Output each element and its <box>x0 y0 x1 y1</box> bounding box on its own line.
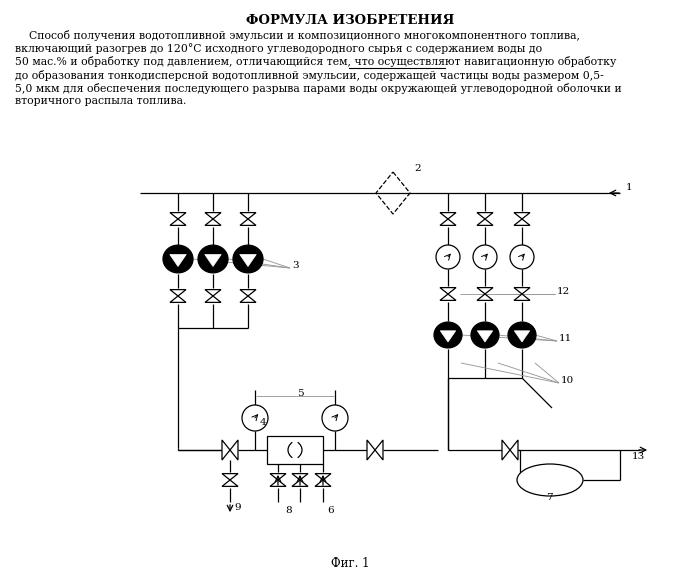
Text: 50 мас.% и обработку под давлением, отличающийся тем, что осуществляют навигацио: 50 мас.% и обработку под давлением, отли… <box>15 56 617 67</box>
Polygon shape <box>205 296 221 302</box>
Ellipse shape <box>198 245 228 273</box>
Polygon shape <box>170 290 186 296</box>
Polygon shape <box>170 296 186 302</box>
Polygon shape <box>240 219 256 225</box>
Polygon shape <box>230 440 238 460</box>
Text: вторичного распыла топлива.: вторичного распыла топлива. <box>15 96 186 106</box>
Text: 7: 7 <box>546 493 552 502</box>
Text: ФОРМУЛА ИЗОБРЕТЕНИЯ: ФОРМУЛА ИЗОБРЕТЕНИЯ <box>246 14 454 27</box>
Polygon shape <box>240 212 256 219</box>
Polygon shape <box>477 331 493 342</box>
Text: 8: 8 <box>285 506 292 515</box>
Text: Фиг. 1: Фиг. 1 <box>330 557 370 570</box>
Polygon shape <box>477 294 493 301</box>
Ellipse shape <box>510 245 534 269</box>
Polygon shape <box>270 480 286 486</box>
Polygon shape <box>440 219 456 225</box>
Polygon shape <box>514 331 530 342</box>
Ellipse shape <box>434 322 462 348</box>
Polygon shape <box>514 219 530 225</box>
Ellipse shape <box>471 322 499 348</box>
Polygon shape <box>514 288 530 294</box>
Ellipse shape <box>242 405 268 431</box>
Ellipse shape <box>163 245 193 273</box>
Text: до образования тонкодисперсной водотопливной эмульсии, содержащей частицы воды р: до образования тонкодисперсной водотопли… <box>15 70 603 81</box>
Text: 5: 5 <box>297 389 304 398</box>
Polygon shape <box>205 290 221 296</box>
Polygon shape <box>267 436 323 464</box>
Polygon shape <box>514 294 530 301</box>
Text: 4: 4 <box>260 418 267 427</box>
Text: 5,0 мкм для обеспечения последующего разрыва парами воды окружающей углеводородн: 5,0 мкм для обеспечения последующего раз… <box>15 83 622 94</box>
Ellipse shape <box>322 405 348 431</box>
Polygon shape <box>440 212 456 219</box>
Polygon shape <box>315 474 331 480</box>
Ellipse shape <box>473 245 497 269</box>
Polygon shape <box>270 474 286 480</box>
Polygon shape <box>240 296 256 302</box>
Polygon shape <box>205 219 221 225</box>
Polygon shape <box>170 219 186 225</box>
Polygon shape <box>440 288 456 294</box>
Polygon shape <box>240 290 256 296</box>
Text: Способ получения водотопливной эмульсии и композиционного многокомпонентного топ: Способ получения водотопливной эмульсии … <box>15 30 580 41</box>
Polygon shape <box>204 254 221 267</box>
Text: 9: 9 <box>234 503 241 512</box>
Polygon shape <box>222 440 230 460</box>
Polygon shape <box>477 212 493 219</box>
Text: 11: 11 <box>559 334 573 343</box>
Ellipse shape <box>508 322 536 348</box>
Ellipse shape <box>436 245 460 269</box>
Polygon shape <box>477 288 493 294</box>
Polygon shape <box>222 474 238 480</box>
Polygon shape <box>315 480 331 486</box>
Polygon shape <box>514 212 530 219</box>
Polygon shape <box>440 294 456 301</box>
Text: 13: 13 <box>632 452 645 461</box>
Polygon shape <box>510 440 518 460</box>
Polygon shape <box>292 480 308 486</box>
Polygon shape <box>375 440 383 460</box>
Polygon shape <box>169 254 186 267</box>
Polygon shape <box>477 219 493 225</box>
Polygon shape <box>205 212 221 219</box>
Polygon shape <box>222 480 238 486</box>
Polygon shape <box>440 331 456 342</box>
Text: 1: 1 <box>626 183 633 192</box>
Polygon shape <box>367 440 375 460</box>
Ellipse shape <box>517 464 583 496</box>
Polygon shape <box>292 474 308 480</box>
Text: 10: 10 <box>561 376 574 385</box>
Text: 3: 3 <box>292 261 299 270</box>
Text: включающий разогрев до 120°С исходного углеводородного сырья с содержанием воды : включающий разогрев до 120°С исходного у… <box>15 43 542 54</box>
Text: 12: 12 <box>557 287 570 296</box>
Text: 6: 6 <box>327 506 334 515</box>
Polygon shape <box>239 254 256 267</box>
Polygon shape <box>502 440 510 460</box>
Polygon shape <box>170 212 186 219</box>
Ellipse shape <box>233 245 263 273</box>
Text: 2: 2 <box>414 164 421 173</box>
